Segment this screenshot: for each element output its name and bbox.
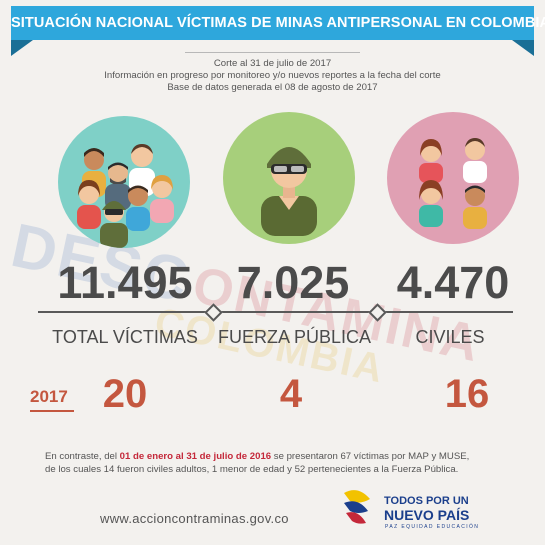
banner-fold-left	[11, 40, 33, 56]
database-date: Base de datos generada el 08 de agosto d…	[167, 82, 378, 93]
civilians-label: CIVILES	[415, 327, 485, 347]
soldier-icon	[223, 112, 355, 244]
page-title: SITUACIÓN NACIONAL VÍCTIMAS DE MINAS ANT…	[11, 15, 545, 31]
group-people-icon	[58, 116, 190, 248]
contrast-paragraph-line-2: de los cuales 14 fueron civiles adultos,…	[45, 464, 459, 475]
logo-tagline: PAZ EQUIDAD EDUCACIÓN	[385, 524, 480, 530]
cutoff-date: Corte al 31 de julio de 2017	[213, 58, 332, 69]
security-forces-value: 7.025	[236, 257, 350, 308]
contrast-period: 01 de enero al 31 de julio de 2016	[119, 451, 272, 462]
contrast-text: En contraste, del	[45, 451, 120, 462]
separator-line	[219, 311, 371, 313]
year-underline	[30, 410, 74, 412]
separator-line	[385, 311, 513, 313]
contrast-paragraph-line-1: En contraste, del 01 de enero al 31 de j…	[45, 450, 515, 464]
header-banner	[11, 6, 534, 40]
website-link[interactable]: www.accioncontraminas.gov.co	[100, 511, 289, 526]
banner-fold-right	[512, 40, 534, 56]
civilians-icon	[387, 112, 519, 244]
progress-note: Información en progreso por monitoreo y/…	[104, 70, 441, 81]
total-victims-2017: 20	[102, 372, 148, 416]
logo-text-line-2: NUEVO PAÍS	[384, 507, 470, 523]
separator-line	[38, 311, 208, 313]
contrast-text: se presentaron 67 víctimas por MAP y MUS…	[271, 451, 470, 462]
civilians-value: 4.470	[396, 257, 510, 308]
total-victims-value: 11.495	[57, 257, 193, 308]
divider	[185, 52, 360, 53]
year-label: 2017	[30, 387, 68, 406]
security-forces-2017: 4	[279, 372, 303, 416]
colombia-flag-logo-icon	[344, 490, 370, 524]
security-forces-label: FUERZA PÚBLICA	[217, 327, 372, 347]
logo-text-line-1: TODOS POR UN	[384, 495, 469, 507]
civilians-2017: 16	[444, 372, 490, 416]
total-victims-label: TOTAL VÍCTIMAS	[52, 327, 198, 347]
